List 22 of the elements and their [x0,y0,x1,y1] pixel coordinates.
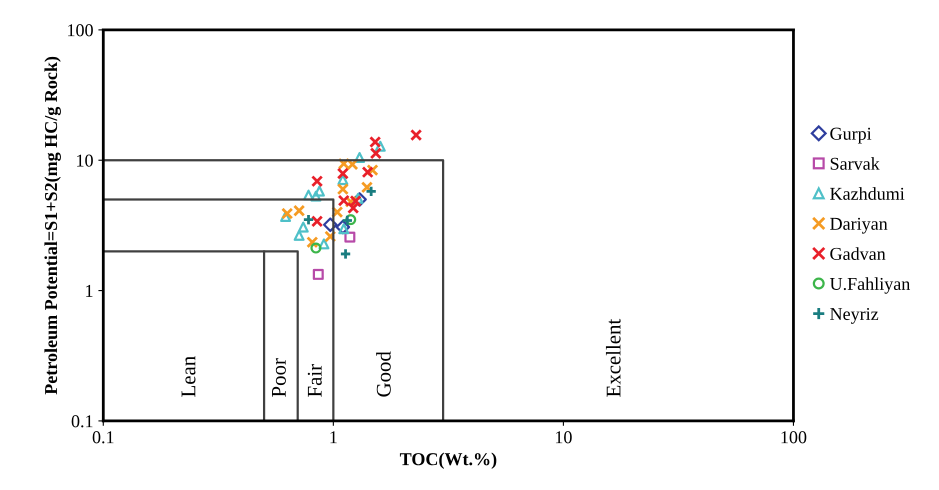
legend-label: Neyriz [830,308,878,324]
legend-label: Sarvak [830,157,880,170]
y-axis-title: Petroleum Potential=S1+S2(mg HC/g Rock) [44,56,61,394]
annotation: Lean [182,356,196,397]
y-tick-label: 10 [77,154,93,167]
legend-label: Gurpi [830,128,872,144]
x-tick-label: 1 [330,431,337,444]
x-tick-label: 0.1 [92,431,114,444]
annotation: Good [376,351,391,397]
x-tick-label: 100 [782,431,806,444]
legend-label: U.Fahliyan [830,277,910,294]
legend-label: Dariyan [830,218,888,234]
annotation: Poor [272,358,286,397]
x-tick-label: 10 [556,431,572,444]
legend-label: Kazhdumi [830,187,904,200]
y-tick-label: 0.1 [72,415,92,428]
y-tick-label: 100 [68,24,93,36]
x-axis-title: TOC(Wt.%) [400,452,496,469]
y-tick-label: 1 [86,284,92,297]
legend-label: Gadvan [830,247,886,260]
annotation: Fair [308,364,322,397]
annotation: Excellent [606,318,621,397]
